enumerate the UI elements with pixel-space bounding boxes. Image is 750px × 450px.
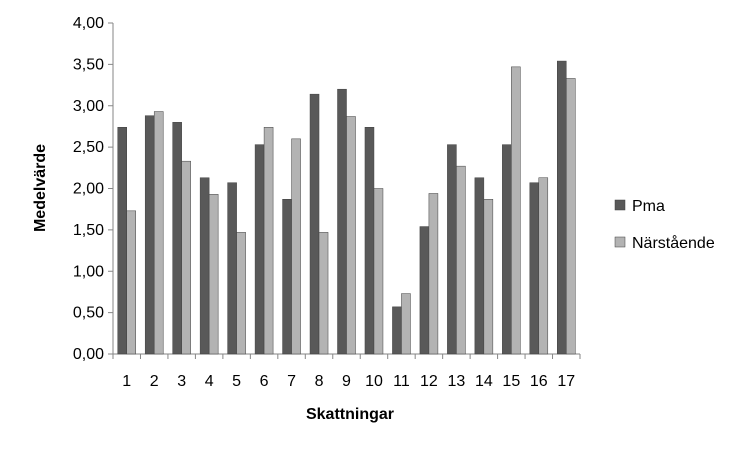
bar-pma bbox=[282, 199, 292, 355]
y-tick-label: 1,00 bbox=[73, 263, 104, 280]
legend-label: Närstående bbox=[632, 234, 715, 252]
bar-narstaende bbox=[511, 66, 521, 355]
legend: Pma Närstående bbox=[614, 198, 715, 252]
bar-pma bbox=[419, 226, 430, 355]
y-axis: 0,00 0,50 1,00 1,50 2,00 2,50 3,00 3,50 4,00 bbox=[73, 15, 114, 363]
bar-narstaende bbox=[153, 111, 164, 355]
bar-pma bbox=[529, 182, 540, 355]
x-tick-label: 17 bbox=[557, 373, 575, 390]
x-tick-label: 2 bbox=[150, 373, 159, 390]
bar-narstaende bbox=[318, 232, 329, 355]
x-tick-label: 1 bbox=[122, 373, 131, 390]
bar-pma bbox=[337, 88, 347, 355]
x-tick-label: 14 bbox=[475, 373, 493, 390]
x-tick-label: 9 bbox=[342, 373, 351, 390]
x-tick-label: 4 bbox=[205, 373, 214, 390]
y-axis-title: Medelvärde bbox=[32, 144, 49, 232]
bar-pma bbox=[199, 177, 210, 355]
bar-narstaende bbox=[208, 194, 219, 355]
x-tick-label: 15 bbox=[502, 373, 520, 390]
bar-pma bbox=[117, 127, 127, 355]
bar-narstaende bbox=[566, 78, 576, 355]
bar-narstaende bbox=[401, 293, 411, 355]
bar-narstaende bbox=[428, 193, 439, 355]
y-tick-label: 3,50 bbox=[73, 56, 104, 73]
bar-narstaende bbox=[346, 116, 356, 355]
bar-pma bbox=[144, 115, 155, 355]
legend-swatch bbox=[614, 199, 626, 211]
y-tick-label: 0,00 bbox=[73, 346, 104, 363]
bar-narstaende bbox=[263, 127, 274, 355]
x-axis: 1 2 3 4 5 6 7 8 9 10 11 12 13 14 15 16 17 bbox=[112, 353, 581, 390]
y-tick-label: 1,50 bbox=[73, 222, 104, 239]
bar-pma bbox=[309, 93, 320, 355]
bar-narstaende bbox=[126, 210, 136, 355]
bar-narstaende bbox=[236, 232, 246, 355]
bars-group bbox=[117, 60, 576, 355]
x-tick-label: 7 bbox=[287, 373, 296, 390]
bar-narstaende bbox=[456, 165, 466, 355]
x-tick-label: 13 bbox=[447, 373, 465, 390]
bar-pma bbox=[227, 182, 237, 355]
x-tick-label: 3 bbox=[177, 373, 186, 390]
legend-label: Pma bbox=[632, 198, 665, 215]
y-tick-label: 2,00 bbox=[73, 181, 104, 198]
legend-swatch bbox=[614, 236, 626, 248]
x-tick-label: 5 bbox=[232, 373, 241, 390]
x-tick-label: 11 bbox=[393, 373, 410, 390]
y-tick-label: 4,00 bbox=[73, 15, 104, 32]
bar-pma bbox=[392, 306, 402, 355]
bar-narstaende bbox=[538, 177, 549, 355]
bar-pma bbox=[557, 60, 567, 355]
bar-narstaende bbox=[181, 160, 191, 355]
bar-narstaende bbox=[291, 138, 301, 355]
bar-pma bbox=[447, 144, 457, 355]
bar-pma bbox=[254, 144, 265, 355]
x-tick-label: 6 bbox=[260, 373, 269, 390]
y-tick-label: 2,50 bbox=[73, 139, 104, 156]
bar-pma bbox=[474, 177, 485, 355]
bar-pma bbox=[364, 127, 375, 355]
bar-narstaende bbox=[483, 199, 494, 355]
x-tick-label: 16 bbox=[530, 373, 548, 390]
x-tick-label: 10 bbox=[365, 373, 383, 390]
y-tick-label: 0,50 bbox=[73, 305, 104, 322]
y-tick-label: 3,00 bbox=[73, 98, 104, 115]
x-tick-label: 12 bbox=[420, 373, 438, 390]
bar-pma bbox=[172, 122, 182, 355]
bar-pma bbox=[502, 144, 512, 355]
x-tick-label: 8 bbox=[315, 373, 324, 390]
x-axis-title: Skattningar bbox=[306, 406, 394, 423]
bar-narstaende bbox=[373, 188, 384, 355]
